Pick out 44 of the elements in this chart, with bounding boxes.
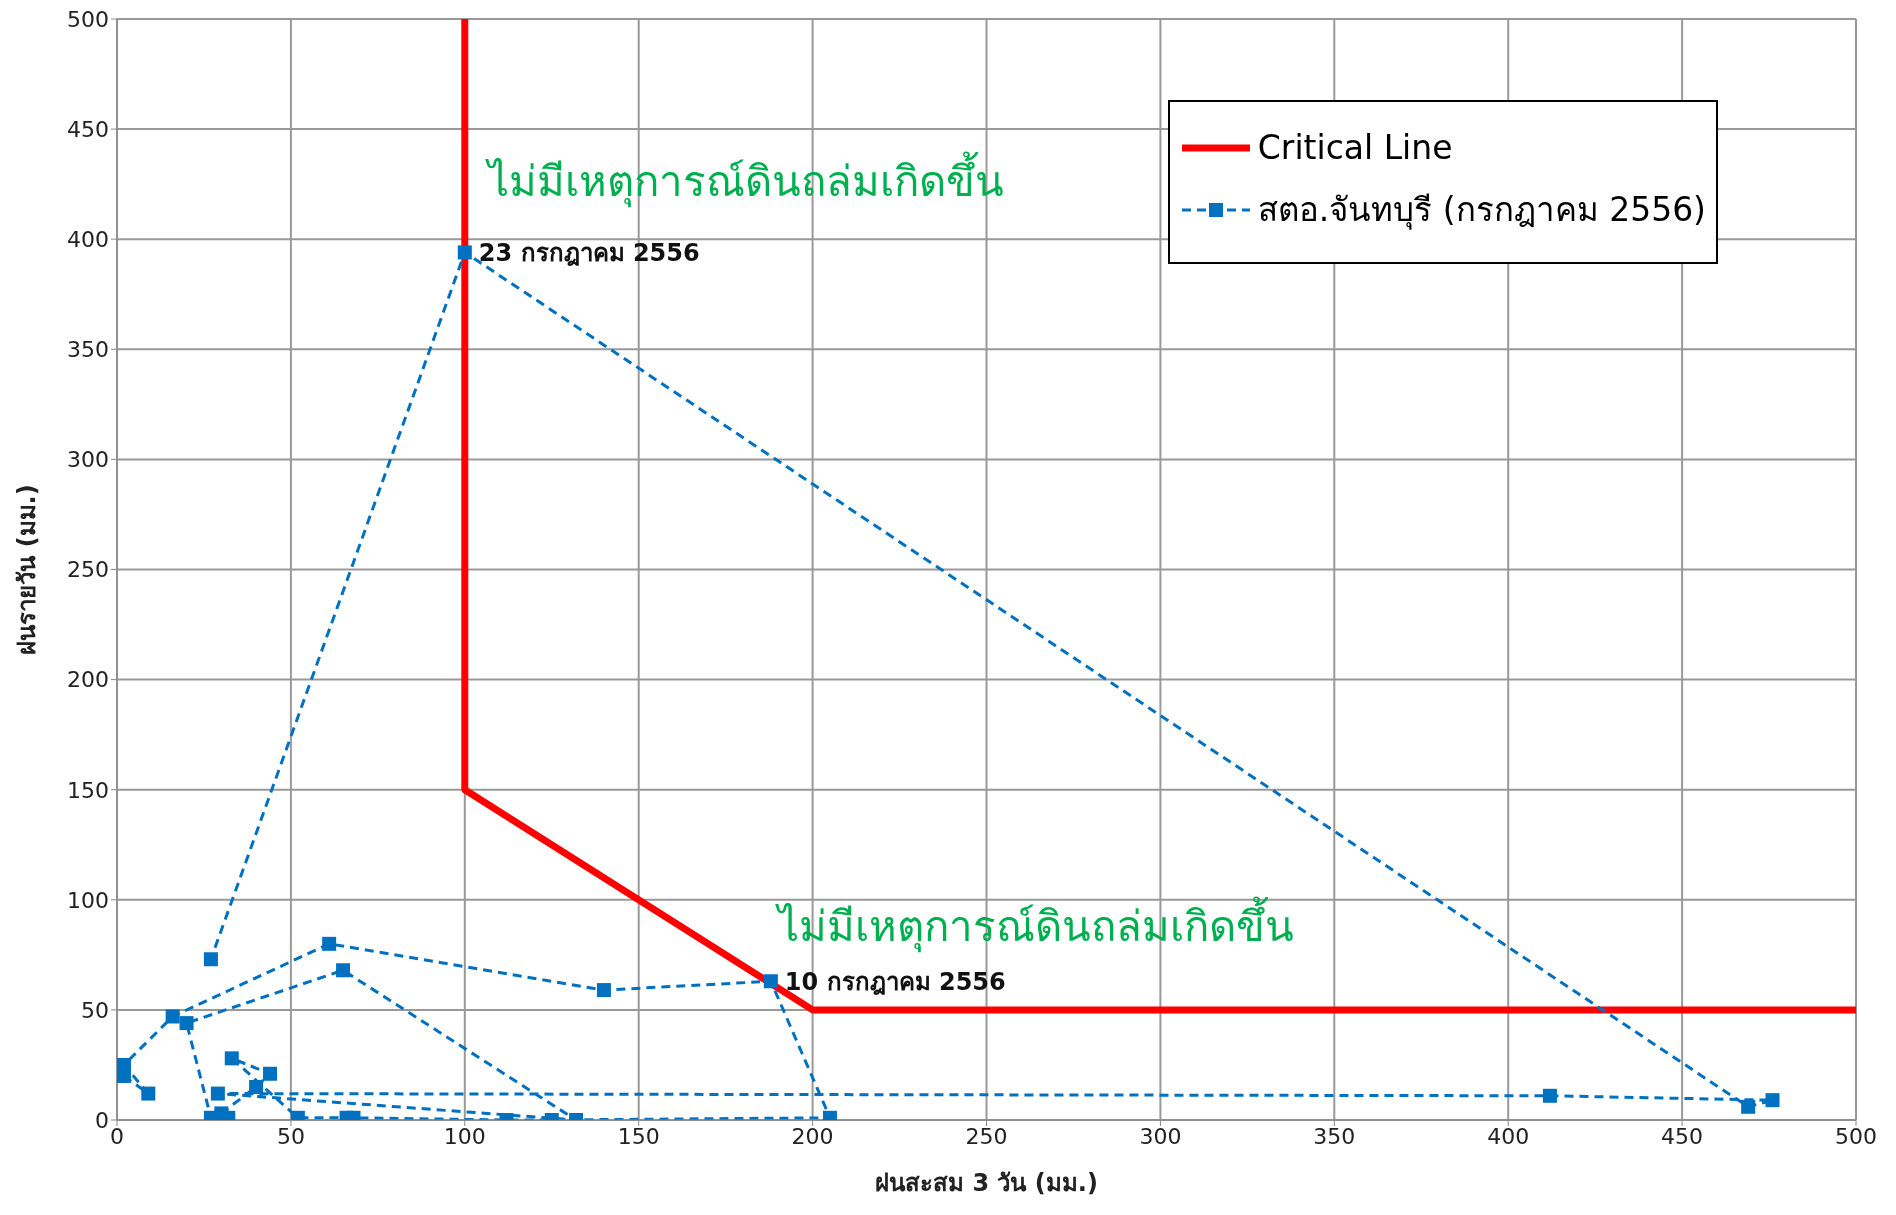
legend-label: สตอ.จันทบุรี (กรกฎาคม 2556) <box>1257 189 1706 232</box>
x-tick-label: 300 <box>1139 1123 1182 1149</box>
point <box>1741 1099 1756 1114</box>
x-tick-label: 100 <box>443 1123 486 1149</box>
point <box>165 1009 180 1024</box>
x-tick-label: 450 <box>1661 1123 1704 1149</box>
annotation: 23 กรกฎาคม 2556 <box>478 238 700 267</box>
point <box>117 1057 131 1072</box>
annotation: 10 กรกฎาคม 2556 <box>784 967 1006 996</box>
point <box>763 974 778 989</box>
point <box>263 1066 278 1081</box>
point <box>1542 1088 1557 1103</box>
y-tick-label: 100 <box>67 887 109 913</box>
y-axis-title: ฝนรายวัน (มม.) <box>12 484 41 655</box>
x-tick-label: 500 <box>1835 1123 1877 1149</box>
x-tick-label: 200 <box>791 1123 834 1149</box>
x-axis-title: ฝนสะสม 3 วัน (มม.) <box>875 1169 1098 1197</box>
x-tick-label: 400 <box>1487 1123 1530 1149</box>
point <box>322 936 337 951</box>
point <box>179 1016 194 1031</box>
y-tick-label: 450 <box>67 116 109 142</box>
y-tick-label: 300 <box>67 447 109 473</box>
point <box>1765 1093 1780 1108</box>
y-tick-label: 50 <box>81 997 109 1023</box>
y-tick-label: 150 <box>67 777 109 803</box>
x-tick-label: 250 <box>965 1123 1008 1149</box>
point <box>141 1086 156 1101</box>
y-tick-label: 250 <box>67 557 109 583</box>
y-tick-label: 0 <box>95 1107 109 1133</box>
y-tick-label: 500 <box>67 6 109 32</box>
y-tick-label: 200 <box>67 667 109 693</box>
point <box>203 952 218 967</box>
point <box>210 1086 225 1101</box>
legend-label: Critical Line <box>1257 128 1453 167</box>
y-tick-label: 350 <box>67 337 109 363</box>
point <box>224 1051 239 1066</box>
point <box>596 983 611 998</box>
x-tick-label: 350 <box>1313 1123 1356 1149</box>
point <box>336 963 351 978</box>
x-tick-label: 150 <box>617 1123 660 1149</box>
y-tick-label: 400 <box>67 227 109 253</box>
x-tick-label: 50 <box>276 1123 305 1149</box>
point <box>249 1079 264 1094</box>
point <box>457 245 472 260</box>
